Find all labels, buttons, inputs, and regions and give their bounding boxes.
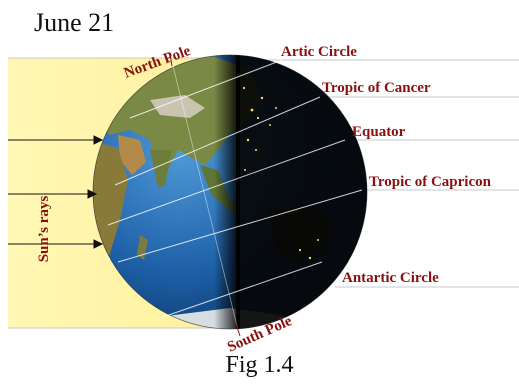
- tropic-of-cancer-label: Tropic of Cancer: [322, 80, 431, 96]
- city-lights: [242, 86, 319, 260]
- arctic-circle-label: Artic Circle: [281, 44, 357, 60]
- land-arabia: [118, 135, 146, 175]
- antarctic-circle-line: [159, 261, 323, 319]
- tropic-of-capricorn-label: Tropic of Capricon: [369, 174, 492, 190]
- north-pole-tick: [169, 53, 173, 67]
- terminator-shade: [214, 55, 240, 329]
- equator-line: [107, 139, 346, 226]
- latitude-reference-lines: [255, 59, 519, 288]
- figure-caption: Fig 1.4: [225, 352, 294, 378]
- arctic-circle-line: [129, 59, 283, 119]
- land-india: [150, 150, 172, 188]
- south-pole-tick: [235, 323, 241, 337]
- tropic-of-cancer-line: [114, 96, 321, 186]
- sun-rays-label: Sun’s rays: [36, 196, 52, 263]
- sun-ray-arrow: [8, 135, 104, 145]
- sun-ray-arrows: [8, 135, 104, 249]
- sun-ray-arrow: [8, 239, 104, 249]
- sun-ray-arrow: [8, 189, 98, 199]
- tropic-of-capricorn-line: [117, 189, 363, 263]
- date-label: June 21: [34, 8, 115, 37]
- earth-axis: [171, 61, 239, 331]
- globe-latitude-lines: [107, 59, 363, 319]
- equator-label: Equator: [352, 124, 406, 140]
- antarctic-circle-label: Antartic Circle: [342, 270, 439, 286]
- land-tibet: [150, 95, 205, 118]
